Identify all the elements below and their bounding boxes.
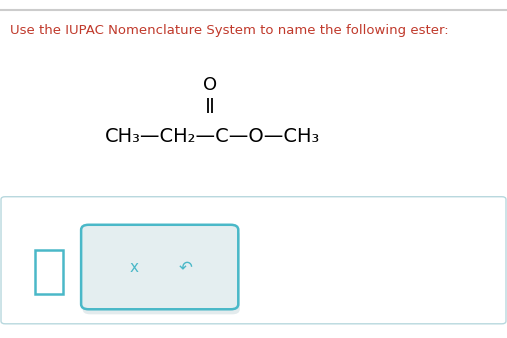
Text: O: O [203,75,218,94]
FancyBboxPatch shape [81,225,238,309]
Text: x: x [130,260,138,274]
FancyBboxPatch shape [1,197,506,324]
Bar [35,250,63,294]
Text: CH₃—CH₂—C—O—CH₃: CH₃—CH₂—C—O—CH₃ [105,127,320,146]
Text: Use the IUPAC Nomenclature System to name the following ester:: Use the IUPAC Nomenclature System to nam… [10,24,449,37]
FancyBboxPatch shape [83,230,240,314]
Text: ↶: ↶ [178,258,192,276]
